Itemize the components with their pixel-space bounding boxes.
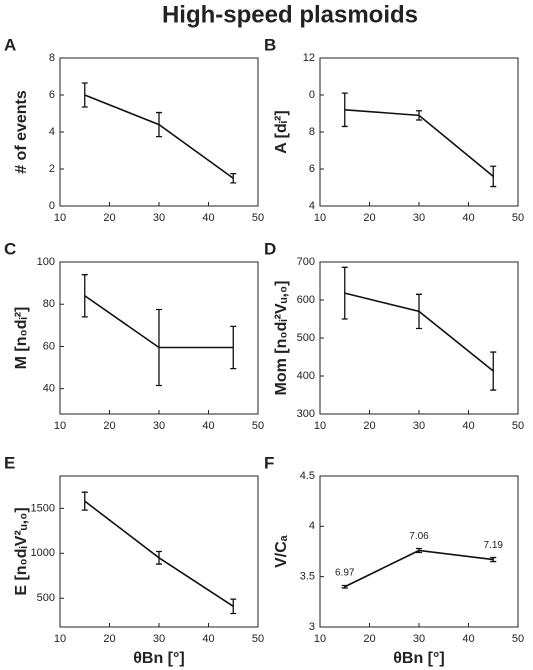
point-annotation: 7.19 — [484, 540, 504, 551]
y-tick-label: 12 — [303, 52, 315, 64]
x-tick-label: 50 — [252, 212, 264, 224]
y-tick-label: 0 — [49, 200, 55, 212]
x-tick-label: 40 — [462, 420, 474, 432]
y-tick-label: 40 — [43, 383, 55, 395]
point-annotation: 6.97 — [335, 567, 355, 578]
x-tick-label: 10 — [54, 212, 66, 224]
x-tick-label: 10 — [54, 633, 66, 645]
x-tick-label: 30 — [413, 212, 425, 224]
y-tick-label: 600 — [297, 294, 315, 306]
x-tick-label: 20 — [103, 633, 115, 645]
panel-label: B — [264, 35, 276, 54]
figure-title: High-speed plasmoids — [162, 1, 418, 28]
y-tick-label: 6 — [309, 163, 315, 175]
x-tick-label: 30 — [153, 420, 165, 432]
y-axis-label: Mom [n₀dᵢ²Vᵤ,₀] — [273, 281, 290, 396]
y-tick-label: 0 — [309, 89, 315, 101]
error-bar — [156, 550, 162, 565]
y-tick-label: 4.5 — [300, 470, 315, 482]
y-tick-label: 4 — [49, 126, 55, 138]
x-axis-label: θBn [°] — [393, 650, 444, 667]
panel-label: A — [4, 35, 16, 54]
error-bar — [81, 82, 88, 108]
error-bar — [341, 584, 348, 589]
y-tick-label: 500 — [297, 332, 315, 344]
error-bar — [230, 172, 237, 184]
plot-frame — [319, 57, 519, 207]
y-tick-label: 300 — [297, 408, 315, 420]
x-tick-label: 30 — [153, 212, 165, 224]
error-bar — [156, 308, 162, 387]
error-bar — [81, 491, 88, 511]
y-axis-label: # of events — [13, 90, 30, 174]
y-tick-label: 700 — [297, 256, 315, 268]
y-tick-label: 4 — [309, 520, 315, 532]
y-axis-label: M [n₀dᵢ²] — [13, 307, 30, 370]
y-tick-label: 2 — [49, 163, 55, 175]
y-axis-label: A [dᵢ²] — [273, 110, 290, 153]
y-tick-label: 4 — [309, 200, 315, 212]
y-tick-label: 400 — [297, 370, 315, 382]
data-line — [344, 549, 494, 588]
y-axis-label: V/Cₐ — [273, 535, 290, 568]
x-tick-label: 20 — [363, 633, 375, 645]
x-tick-label: 10 — [314, 212, 326, 224]
y-tick-label: 500 — [37, 592, 55, 604]
x-tick-label: 10 — [54, 420, 66, 432]
x-axis-label: θBn [°] — [133, 650, 184, 667]
x-tick-label: 40 — [202, 212, 214, 224]
x-tick-label: 10 — [314, 420, 326, 432]
error-bar — [341, 266, 348, 320]
error-bar — [341, 92, 348, 128]
y-tick-label: 80 — [43, 298, 55, 310]
plot-frame — [319, 261, 519, 415]
point-annotation: 7.06 — [409, 531, 429, 542]
y-tick-label: 3.5 — [300, 571, 315, 583]
y-tick-label: 8 — [49, 52, 55, 64]
y-tick-label: 100 — [37, 256, 55, 268]
error-bar — [416, 110, 422, 121]
y-tick-label: 60 — [43, 340, 55, 352]
x-tick-label: 50 — [252, 633, 264, 645]
panel-label: E — [4, 453, 15, 472]
y-tick-label: 1000 — [31, 547, 55, 559]
x-tick-label: 20 — [363, 212, 375, 224]
error-bar — [230, 598, 237, 615]
x-tick-label: 40 — [202, 420, 214, 432]
x-tick-label: 50 — [512, 212, 524, 224]
x-tick-label: 50 — [512, 420, 524, 432]
error-bar — [416, 547, 422, 554]
error-bar — [416, 293, 422, 330]
x-tick-label: 30 — [153, 633, 165, 645]
error-bar — [490, 351, 497, 391]
error-bar — [81, 274, 88, 318]
y-axis-label: E [n₀dᵢV²ᵤ,₀] — [13, 507, 30, 595]
y-tick-label: 6 — [49, 89, 55, 101]
y-tick-label: 8 — [309, 126, 315, 138]
x-tick-label: 40 — [462, 633, 474, 645]
x-tick-label: 20 — [103, 420, 115, 432]
panel-label: F — [264, 453, 274, 472]
error-bar — [156, 111, 162, 138]
error-bar — [230, 325, 237, 370]
x-tick-label: 30 — [413, 633, 425, 645]
x-tick-label: 40 — [462, 212, 474, 224]
error-bar — [490, 165, 497, 188]
x-tick-label: 20 — [103, 212, 115, 224]
y-tick-label: 1500 — [31, 502, 55, 514]
x-tick-label: 50 — [252, 420, 264, 432]
panel-label: D — [264, 239, 276, 258]
y-tick-label: 3 — [309, 621, 315, 633]
x-tick-label: 40 — [202, 633, 214, 645]
panel-label: C — [4, 239, 16, 258]
error-bar — [490, 556, 497, 563]
x-tick-label: 20 — [363, 420, 375, 432]
x-tick-label: 30 — [413, 420, 425, 432]
x-tick-label: 10 — [314, 633, 326, 645]
x-tick-label: 50 — [512, 633, 524, 645]
